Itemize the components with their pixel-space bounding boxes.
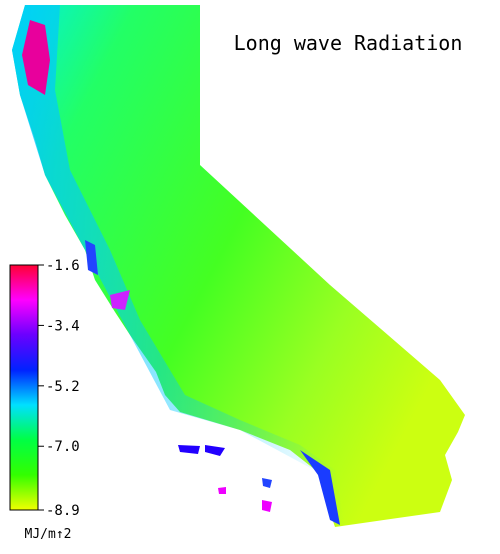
north-coast-high — [22, 20, 50, 95]
colorbar-unit: MJ/m↑2 — [25, 527, 72, 542]
colorbar: -1.6 -3.4 -5.2 -7.0 -8.9 MJ/m↑2 — [9, 258, 80, 542]
channel-islands — [178, 445, 225, 456]
colorbar-tick-label: -8.9 — [46, 503, 80, 519]
colorbar-fill — [9, 264, 39, 511]
california-map — [12, 5, 465, 527]
colorbar-tick-label: -5.2 — [46, 379, 80, 395]
state-shape — [12, 5, 465, 527]
island-mid — [262, 478, 272, 488]
map-title: Long wave Radiation — [234, 31, 463, 55]
colorbar-tick-label: -3.4 — [46, 318, 80, 334]
colorbar-tick-label: -1.6 — [46, 258, 80, 274]
colorbar-tick-label: -7.0 — [46, 439, 80, 455]
south-coast-blue — [300, 450, 340, 525]
island-south — [218, 487, 272, 512]
coast-blue — [85, 240, 98, 275]
bay-area-high — [110, 290, 130, 310]
